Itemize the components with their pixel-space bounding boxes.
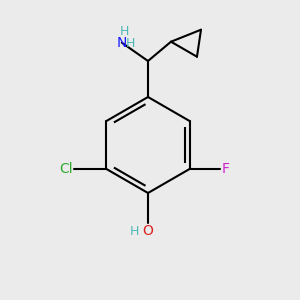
Text: F: F [222,162,230,176]
Text: N: N [117,36,127,50]
Text: H: H [126,37,136,50]
Text: O: O [142,224,153,238]
Text: H: H [130,225,139,238]
Text: H: H [120,25,130,38]
Text: Cl: Cl [59,162,72,176]
